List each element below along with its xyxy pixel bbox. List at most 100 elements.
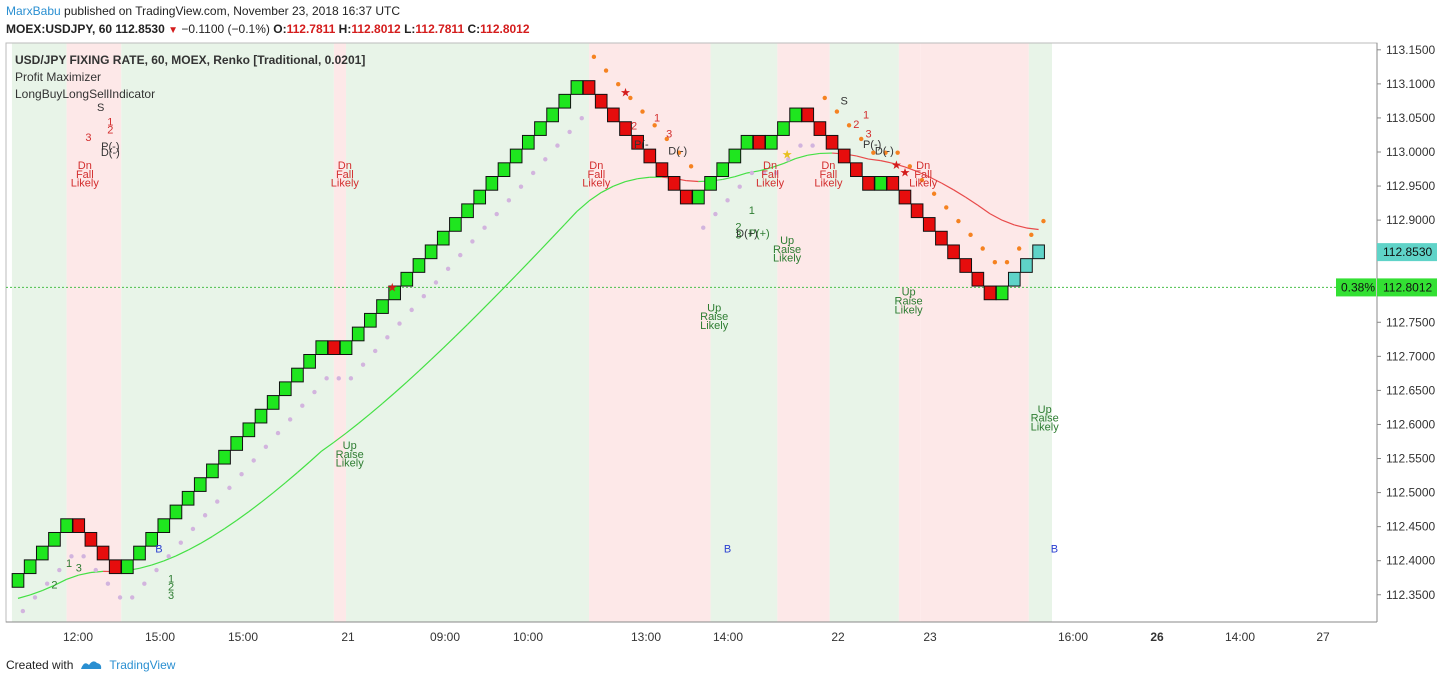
renko-brick[interactable]: [752, 134, 766, 150]
renko-brick[interactable]: [704, 176, 717, 191]
renko-brick[interactable]: [558, 93, 572, 109]
renko-brick[interactable]: [96, 545, 110, 561]
renko-brick[interactable]: [497, 162, 511, 178]
star-marker: ★: [620, 86, 631, 100]
renko-brick[interactable]: [133, 545, 146, 561]
signal-label: 2: [168, 582, 174, 594]
renko-brick[interactable]: [886, 176, 900, 191]
renko-brick[interactable]: [837, 148, 851, 164]
renko-brick[interactable]: [850, 162, 863, 178]
renko-brick[interactable]: [266, 395, 280, 410]
renko-brick[interactable]: [400, 271, 414, 287]
renko-brick[interactable]: [412, 258, 426, 273]
renko-brick[interactable]: [922, 217, 936, 232]
renko-brick[interactable]: [388, 285, 401, 301]
renko-brick[interactable]: [631, 134, 644, 150]
renko-brick[interactable]: [862, 176, 875, 191]
renko-brick[interactable]: [874, 176, 887, 191]
renko-brick[interactable]: [473, 189, 487, 205]
renko-brick[interactable]: [108, 559, 122, 575]
ma-segment: [527, 249, 541, 264]
renko-brick[interactable]: [145, 531, 158, 547]
renko-brick[interactable]: [971, 271, 985, 287]
renko-brick[interactable]: [218, 449, 231, 465]
renko-brick[interactable]: [303, 354, 316, 369]
renko-brick[interactable]: [692, 189, 705, 205]
renko-brick[interactable]: [619, 121, 632, 136]
renko-brick[interactable]: [254, 408, 268, 424]
renko-brick[interactable]: [898, 189, 912, 205]
renko-brick[interactable]: [60, 518, 73, 533]
renko-brick[interactable]: [461, 203, 474, 219]
tradingview-brand-link[interactable]: TradingView: [109, 658, 176, 672]
renko-brick[interactable]: [327, 340, 341, 356]
trailing-dot: [69, 554, 74, 559]
renko-brick[interactable]: [813, 121, 827, 136]
renko-brick[interactable]: [728, 148, 742, 164]
renko-brick[interactable]: [485, 176, 499, 191]
renko-brick[interactable]: [995, 285, 1009, 301]
price-tick-label: 112.6500: [1386, 383, 1435, 397]
renko-brick[interactable]: [716, 162, 730, 178]
renko-brick[interactable]: [242, 422, 256, 438]
renko-brick[interactable]: [181, 490, 195, 506]
renko-brick[interactable]: [667, 176, 681, 191]
renko-brick[interactable]: [740, 134, 754, 150]
renko-brick[interactable]: [121, 559, 134, 575]
renko-brick[interactable]: [777, 121, 790, 136]
renko-brick[interactable]: [570, 80, 584, 95]
trailing-dot: [263, 444, 269, 450]
renko-brick[interactable]: [983, 285, 997, 301]
renko-brick[interactable]: [206, 463, 219, 479]
renko-brick[interactable]: [546, 107, 559, 123]
renko-brick[interactable]: [582, 80, 596, 95]
renko-brick[interactable]: [436, 230, 450, 246]
signal-label: 2: [853, 119, 859, 131]
renko-brick[interactable]: [193, 477, 207, 492]
renko-brick[interactable]: [679, 189, 693, 205]
renko-brick[interactable]: [521, 134, 535, 150]
zone-band-7: [777, 43, 830, 622]
renko-brick[interactable]: [643, 148, 657, 164]
renko-brick[interactable]: [910, 203, 924, 219]
signal-label: 3: [735, 229, 741, 241]
renko-brick[interactable]: [23, 559, 37, 575]
renko-brick[interactable]: [424, 244, 438, 260]
renko-brick[interactable]: [339, 340, 353, 356]
renko-brick[interactable]: [947, 244, 960, 260]
renko-brick[interactable]: [169, 504, 183, 520]
renko-brick[interactable]: [449, 217, 462, 232]
renko-brick[interactable]: [789, 107, 802, 123]
renko-brick[interactable]: [315, 340, 329, 356]
renko-brick[interactable]: [509, 148, 523, 164]
renko-brick[interactable]: [607, 107, 620, 123]
renko-brick[interactable]: [351, 326, 365, 342]
renko-brick[interactable]: [1032, 244, 1045, 260]
author-name[interactable]: MarxBabu: [6, 4, 61, 18]
renko-brick[interactable]: [291, 367, 304, 383]
renko-brick[interactable]: [157, 518, 171, 533]
renko-brick[interactable]: [72, 518, 86, 533]
renko-brick[interactable]: [1007, 271, 1021, 287]
renko-bricks[interactable]: [11, 80, 1045, 588]
renko-brick[interactable]: [35, 545, 49, 561]
renko-brick[interactable]: [825, 134, 839, 150]
signal-label: Up: [902, 287, 916, 299]
renko-brick[interactable]: [11, 573, 25, 588]
renko-chart[interactable]: DnFallLikelyDnFallLikelyDnFallLikelyDnFa…: [0, 0, 1444, 650]
renko-brick[interactable]: [376, 299, 389, 314]
renko-brick[interactable]: [230, 436, 244, 451]
renko-brick[interactable]: [764, 134, 778, 150]
renko-brick[interactable]: [48, 531, 61, 547]
renko-brick[interactable]: [801, 107, 815, 123]
renko-brick[interactable]: [1020, 258, 1033, 273]
renko-brick[interactable]: [278, 381, 292, 397]
renko-brick[interactable]: [534, 121, 547, 136]
renko-brick[interactable]: [84, 531, 98, 547]
trailing-dot: [130, 595, 135, 600]
renko-brick[interactable]: [935, 230, 948, 246]
renko-brick[interactable]: [594, 93, 608, 109]
renko-brick[interactable]: [655, 162, 669, 178]
renko-brick[interactable]: [364, 312, 377, 328]
renko-brick[interactable]: [959, 258, 973, 273]
